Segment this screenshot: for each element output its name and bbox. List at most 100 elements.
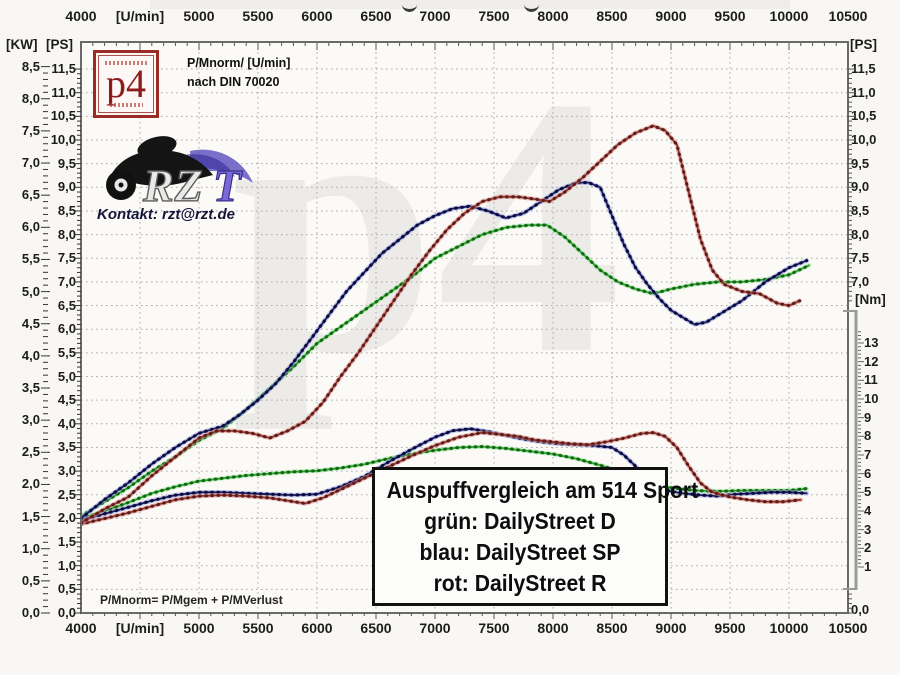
- nm-axis-label: 3: [864, 521, 872, 537]
- nm-axis-label: 1: [864, 559, 872, 574]
- ps-axis-right-label: 11,0: [851, 84, 876, 100]
- legend-box: Auspuffvergleich am 514 Sport grün: Dail…: [372, 467, 699, 606]
- nm-axis-label: 11: [864, 372, 878, 388]
- ps-axis-label: 7,5: [57, 250, 76, 266]
- ps-axis-label: 8,5: [57, 202, 76, 218]
- ps-axis-right-label: 8,5: [851, 202, 870, 218]
- p4-logo-text: p4: [106, 61, 146, 106]
- ps-axis-label: 2,5: [57, 486, 76, 502]
- nm-axis-label: 10: [864, 390, 879, 406]
- nm-axis-label: 7: [864, 446, 872, 462]
- x-axis-top-label: 6500: [360, 8, 392, 24]
- pm-norm-line: P/Mnorm/ [U/min]: [187, 56, 291, 70]
- kw-axis-label: 2,0: [21, 476, 40, 492]
- x-axis-bottom-label: 4000: [65, 620, 97, 636]
- ps-axis-label: 11,5: [51, 61, 76, 77]
- x-axis-bottom-label: 6500: [360, 620, 392, 636]
- ps-axis-label: 4,5: [57, 392, 76, 408]
- p4-logo-small-text: [109, 103, 143, 107]
- kw-axis-label: 4,0: [21, 347, 40, 363]
- ps-axis-right-label: 9,0: [851, 179, 870, 195]
- kw-axis-label: 2,5: [21, 444, 40, 460]
- x-axis-bottom-label: 9500: [714, 620, 746, 636]
- ps-axis-label: 9,0: [57, 179, 76, 195]
- kw-axis-label: 5,0: [21, 283, 40, 299]
- axis-title-ps-right: [PS]: [850, 37, 877, 52]
- kw-axis-label: 5,5: [21, 251, 40, 267]
- kw-axis-label: 4,5: [21, 315, 40, 331]
- ps-axis-label: 7,0: [57, 273, 76, 289]
- nm-axis-label: 5: [864, 484, 872, 500]
- right-axis-zero-label: 0,0: [851, 602, 870, 617]
- nm-axis-label: 8: [864, 428, 872, 444]
- ps-axis-label: 4,0: [57, 415, 76, 431]
- ps-axis-label: 10,5: [50, 108, 76, 124]
- x-axis-top-label: [U/min]: [115, 8, 165, 24]
- legend-entry-blue: blau: DailyStreet SP: [419, 539, 621, 565]
- cropped-title-remnant: [524, 2, 539, 12]
- kw-axis-label: 7,0: [21, 155, 40, 171]
- kw-axis-label: 3,0: [21, 412, 40, 428]
- kw-axis-label: 7,5: [21, 122, 40, 138]
- kw-axis-label: 3,5: [21, 380, 40, 396]
- ps-axis-right-label: 7,0: [851, 273, 870, 289]
- x-axis-bottom-label: 8500: [596, 620, 628, 636]
- ps-axis-label: 1,0: [57, 557, 76, 573]
- x-axis-bottom-label: 10500: [828, 620, 868, 636]
- ps-axis-label: 8,0: [57, 226, 76, 242]
- ps-axis-label: 0,0: [57, 605, 76, 620]
- x-axis-bottom-label: 7000: [419, 620, 451, 636]
- ps-axis-label: 6,5: [57, 297, 76, 313]
- cropped-title-remnant-smear: [150, 0, 790, 9]
- x-axis-bottom-label: 5500: [242, 620, 274, 636]
- kw-axis-label: 6,0: [21, 219, 40, 235]
- x-axis-bottom-label: 8000: [537, 620, 569, 636]
- kw-axis-label: 1,0: [21, 540, 40, 556]
- rzt-letters-rz: RZ: [142, 160, 204, 207]
- ps-axis-label: 3,0: [57, 463, 76, 479]
- ps-axis-label: 3,5: [57, 439, 76, 455]
- x-axis-bottom-label: 9000: [655, 620, 687, 636]
- x-axis-top-label: 10000: [769, 8, 809, 24]
- axis-title-ps-left: [PS]: [46, 37, 73, 52]
- rzt-logo: RZ T: [106, 136, 253, 207]
- kw-axis-label: 6,5: [21, 187, 40, 203]
- rzt-letter-t: T: [213, 160, 243, 207]
- ps-axis-label: 1,5: [57, 534, 76, 550]
- kw-axis-label: 0,5: [21, 572, 40, 588]
- ps-axis-right-label: 9,5: [851, 155, 870, 171]
- wheel-hub-center: [118, 182, 124, 188]
- legend-title: Auspuffvergleich am 514 Sport: [386, 477, 699, 503]
- x-axis-top-label: 5500: [242, 8, 274, 24]
- ps-axis-label: 6,0: [57, 321, 76, 337]
- nm-axis-label: 12: [864, 353, 879, 369]
- legend-entry-red: rot: DailyStreet R: [433, 570, 607, 596]
- x-axis-top-label: 7000: [419, 8, 451, 24]
- x-axis-bottom-label: 7500: [478, 620, 510, 636]
- x-axis-top-label: 8500: [596, 8, 628, 24]
- ps-axis-right-label: 7,5: [851, 250, 870, 266]
- kw-axis-label: 1,5: [21, 508, 40, 524]
- nm-axis-label: 2: [864, 540, 872, 556]
- ps-axis-label: 2,0: [57, 510, 76, 526]
- x-axis-bottom-label: 6000: [301, 620, 333, 636]
- ps-axis-right-label: 10,0: [851, 132, 877, 147]
- x-axis-top-label: 6000: [301, 8, 333, 24]
- x-axis-bottom-label: 5000: [183, 620, 215, 636]
- x-axis-top-label: 7500: [478, 8, 510, 24]
- ps-axis-label: 10,0: [50, 132, 76, 147]
- ps-axis-label: 5,0: [57, 368, 76, 384]
- nm-axis-label: 13: [864, 334, 879, 350]
- kw-axis-label: 8,0: [21, 90, 40, 106]
- axis-title-kw: [KW]: [6, 37, 38, 52]
- x-axis-bottom-label: [U/min]: [115, 620, 165, 636]
- x-axis-bottom-label: 10000: [769, 620, 809, 636]
- kw-axis-label: 8,5: [21, 58, 40, 74]
- x-axis-top-label: 4000: [65, 8, 97, 24]
- x-axis-top-label: 9500: [714, 8, 746, 24]
- ps-axis-right-label: 10,5: [851, 108, 877, 124]
- x-axis-top-label: 8000: [537, 8, 569, 24]
- nm-axis-label: 4: [864, 502, 872, 518]
- x-axis-top-label: 5000: [183, 8, 215, 24]
